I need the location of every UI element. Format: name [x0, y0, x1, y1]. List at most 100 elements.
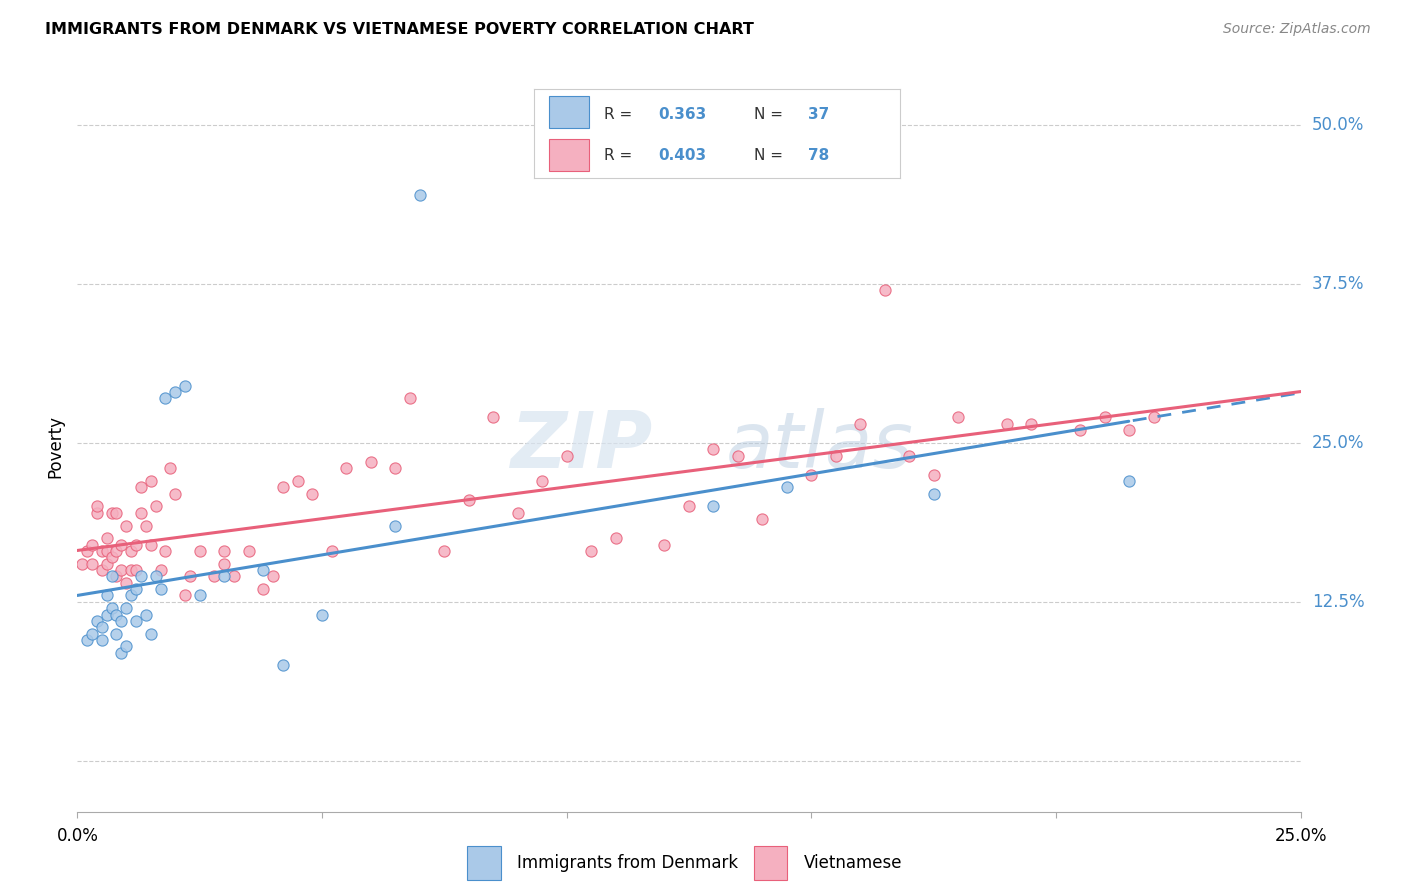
Point — [433, 544, 456, 558]
Point — [174, 589, 197, 603]
Text: 0.0%: 0.0% — [56, 827, 98, 845]
Point — [90, 620, 112, 634]
Point — [115, 575, 138, 590]
Point — [90, 563, 112, 577]
Text: 0.363: 0.363 — [658, 107, 707, 121]
Point — [995, 417, 1018, 431]
Point — [727, 449, 749, 463]
Y-axis label: Poverty: Poverty — [46, 415, 65, 477]
Text: 25.0%: 25.0% — [1312, 434, 1364, 452]
Point — [311, 607, 333, 622]
Point — [105, 626, 128, 640]
Point — [80, 626, 103, 640]
Point — [898, 449, 921, 463]
Point — [80, 557, 103, 571]
Point — [506, 506, 529, 520]
Point — [100, 601, 122, 615]
Point — [70, 557, 93, 571]
Point — [125, 614, 148, 628]
Point — [849, 417, 872, 431]
Point — [252, 582, 274, 596]
Point — [120, 589, 142, 603]
Point — [105, 569, 128, 583]
Point — [100, 506, 122, 520]
Point — [824, 449, 846, 463]
Bar — [754, 846, 787, 880]
Point — [86, 614, 108, 628]
Point — [946, 410, 969, 425]
Point — [139, 474, 162, 488]
Point — [149, 563, 172, 577]
Point — [188, 589, 211, 603]
Point — [238, 544, 260, 558]
Point — [174, 378, 197, 392]
Point — [125, 582, 148, 596]
Bar — [467, 846, 501, 880]
Text: atlas: atlas — [725, 408, 914, 484]
Point — [129, 480, 152, 494]
Text: Vietnamese: Vietnamese — [804, 854, 903, 872]
Text: Immigrants from Denmark: Immigrants from Denmark — [517, 854, 738, 872]
Text: 12.5%: 12.5% — [1312, 593, 1364, 611]
Point — [252, 563, 274, 577]
Point — [384, 461, 406, 475]
Point — [155, 392, 177, 406]
Point — [159, 461, 181, 475]
Text: 25.0%: 25.0% — [1274, 827, 1327, 845]
Text: 37: 37 — [808, 107, 830, 121]
Point — [271, 658, 294, 673]
Point — [76, 632, 98, 647]
Text: N =: N = — [754, 148, 787, 162]
Point — [654, 538, 676, 552]
Point — [96, 589, 118, 603]
Point — [120, 563, 142, 577]
Text: 0.403: 0.403 — [658, 148, 707, 162]
Point — [360, 455, 382, 469]
Point — [1118, 474, 1140, 488]
Point — [212, 557, 235, 571]
Point — [384, 518, 406, 533]
Point — [222, 569, 245, 583]
Point — [702, 442, 724, 457]
Text: N =: N = — [754, 107, 787, 121]
Point — [165, 486, 187, 500]
Point — [482, 410, 505, 425]
Text: R =: R = — [603, 107, 637, 121]
Point — [96, 607, 118, 622]
Text: 37.5%: 37.5% — [1312, 275, 1364, 293]
Point — [678, 500, 700, 514]
Point — [76, 544, 98, 558]
Point — [86, 500, 108, 514]
Point — [129, 569, 152, 583]
Text: R =: R = — [603, 148, 637, 162]
Point — [155, 544, 177, 558]
Point — [271, 480, 294, 494]
Point — [96, 544, 118, 558]
Point — [90, 544, 112, 558]
Point — [179, 569, 201, 583]
Point — [922, 467, 945, 482]
Point — [105, 607, 128, 622]
Point — [96, 557, 118, 571]
Point — [115, 601, 138, 615]
Point — [110, 538, 132, 552]
Point — [800, 467, 823, 482]
Point — [579, 544, 602, 558]
Point — [149, 582, 172, 596]
Bar — [548, 96, 589, 128]
Point — [1069, 423, 1091, 437]
Point — [90, 632, 112, 647]
Point — [1021, 417, 1043, 431]
Point — [115, 640, 138, 654]
Point — [80, 538, 103, 552]
Point — [301, 486, 323, 500]
Point — [135, 607, 157, 622]
Point — [86, 506, 108, 520]
Point — [751, 512, 773, 526]
Bar — [548, 139, 589, 171]
Point — [120, 544, 142, 558]
Point — [321, 544, 343, 558]
Point — [409, 187, 432, 202]
Point — [100, 569, 122, 583]
Point — [1118, 423, 1140, 437]
